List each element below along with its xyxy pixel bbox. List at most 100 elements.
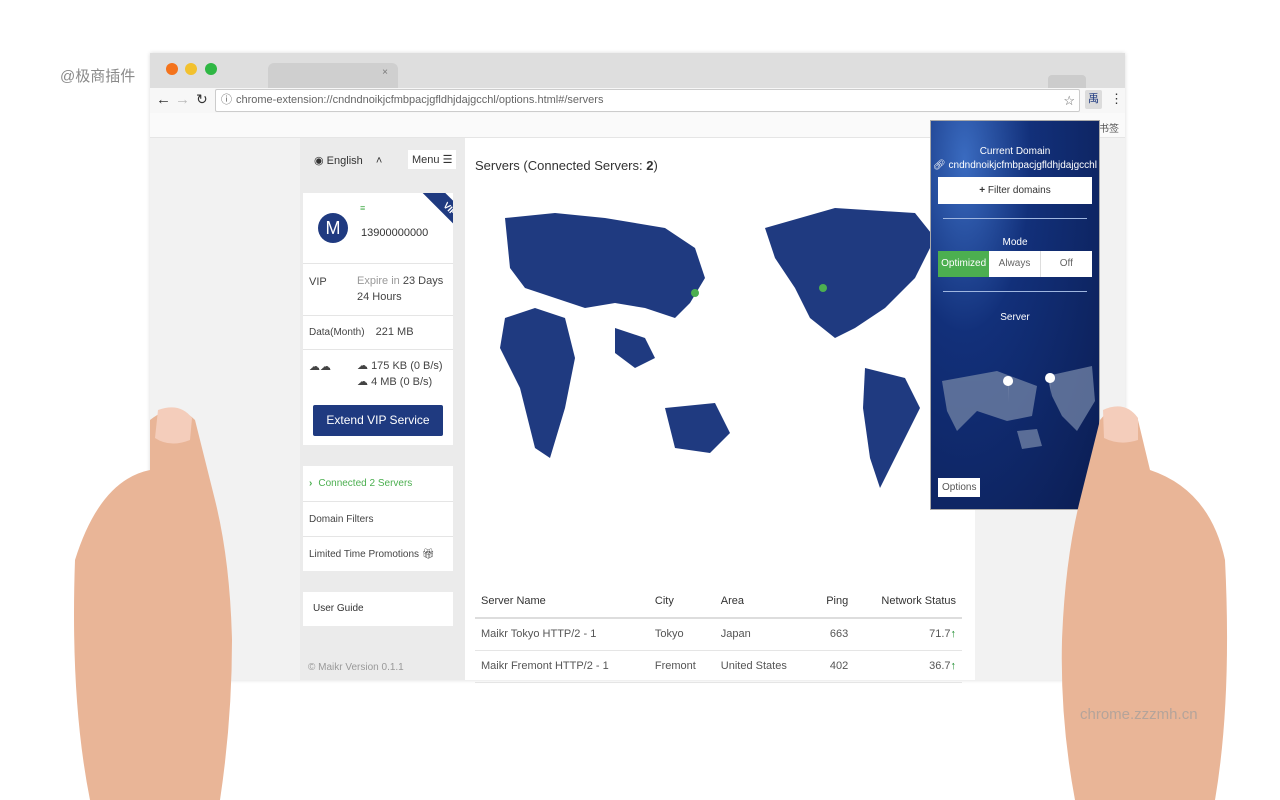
col-city[interactable]: City <box>648 584 715 619</box>
cell-ping: 663 <box>811 618 855 651</box>
tokyo-pin-icon <box>1003 376 1014 403</box>
data-label: Data(Month) <box>309 327 365 338</box>
nav-label: Domain Filters <box>309 514 374 525</box>
globe-icon: ◉ <box>314 155 324 167</box>
new-tab-area[interactable] <box>1048 75 1086 88</box>
cell-network-status: 36.7↑ <box>854 650 962 683</box>
vip-row: VIP Expire in 23 Days 24 Hours <box>303 263 453 315</box>
link-icon: 🔗︎ <box>933 160 946 171</box>
close-window-button[interactable] <box>166 63 178 75</box>
watermark-top: @极商插件 <box>60 68 136 85</box>
nav-connected-servers[interactable]: › Connected 2 Servers <box>303 466 453 501</box>
cell-server-name: Maikr Fremont HTTP/2 - 1 <box>475 650 649 683</box>
filter-label: Filter domains <box>987 185 1051 196</box>
language-label: English <box>326 155 363 167</box>
world-map <box>500 208 935 488</box>
address-bar[interactable]: ⓘ chrome-extension://cndndnoikjcfmbpacjg… <box>215 89 1080 112</box>
connected-count: 2 <box>646 158 654 173</box>
col-network-status[interactable]: Network Status <box>854 584 962 619</box>
more-menu-icon[interactable]: ⋮ <box>1110 91 1123 106</box>
chevron-right-icon: › <box>309 478 313 489</box>
nav-card: › Connected 2 Servers Domain Filters Limi… <box>303 466 453 571</box>
table-row[interactable]: Maikr Tokyo HTTP/2 - 1 Tokyo Japan 663 7… <box>475 618 962 651</box>
user-guide-link[interactable]: User Guide <box>303 592 453 626</box>
col-ping[interactable]: Ping <box>811 584 855 619</box>
language-selector[interactable]: ◉ English ˄ <box>314 155 383 167</box>
vip-label: VIP <box>309 276 327 288</box>
mode-label: Mode <box>1002 237 1028 248</box>
map-north-america <box>765 208 935 338</box>
watermark-bottom: chrome.zzzmh.cn <box>1080 706 1198 723</box>
cell-city: Tokyo <box>648 618 715 651</box>
cell-city: Fremont <box>648 650 715 683</box>
arrow-up-icon: ↑ <box>950 660 957 672</box>
minimize-window-button[interactable] <box>185 63 197 75</box>
maximize-window-button[interactable] <box>205 63 217 75</box>
traffic-row: ☁☁ ☁ 175 KB (0 B/s) ☁ 4 MB (0 B/s) <box>303 349 453 395</box>
divider <box>943 218 1087 219</box>
domain-text: cndndnoikjcfmbpacjgfldhjdajgcchl <box>948 160 1097 171</box>
extension-icon[interactable]: 禹 <box>1085 90 1102 109</box>
cell-server-name: Maikr Tokyo HTTP/2 - 1 <box>475 618 649 651</box>
status-value: 71.7 <box>929 628 951 641</box>
browser-tab[interactable]: × <box>268 63 398 88</box>
plus-icon: + <box>979 185 986 196</box>
nav-domain-filters[interactable]: Domain Filters <box>303 501 453 536</box>
current-domain-label: Current Domain <box>979 146 1051 157</box>
current-domain: 🔗︎ cndndnoikjcfmbpacjgfldhjdajgcchl <box>931 160 1099 171</box>
cell-area: United States <box>714 650 812 683</box>
main-content: Servers (Connected Servers: 2) Server Na… <box>465 138 975 683</box>
nav-promotions[interactable]: Limited Time Promotions 🎁︎ <box>303 536 453 571</box>
map-south-america <box>863 368 920 488</box>
map-asia-europe <box>505 213 705 318</box>
expire-prefix: Expire in <box>357 275 400 287</box>
menu-label: Menu <box>412 154 440 166</box>
col-area[interactable]: Area <box>714 584 812 619</box>
col-server-name[interactable]: Server Name <box>475 584 649 619</box>
data-value: 221 MB <box>375 326 414 338</box>
toolbar: ← → ↻ ⓘ chrome-extension://cndndnoikjcfm… <box>150 88 1125 113</box>
menu-button[interactable]: Menu ☰ <box>408 150 457 169</box>
signal-icon: ≡ <box>360 203 366 213</box>
mode-off[interactable]: Off <box>1040 251 1092 277</box>
gift-icon: 🎁︎ <box>421 549 435 560</box>
download-icon: ☁ <box>357 376 368 388</box>
nav-label: Limited Time Promotions <box>309 549 420 560</box>
bookmarks-label[interactable]: 书签 <box>1099 124 1119 135</box>
version-text: © Maikr Version 0.1.1 <box>308 662 404 673</box>
tokyo-marker <box>691 289 699 297</box>
server-label: Server <box>1000 312 1030 323</box>
download-value: 4 MB (0 B/s) <box>371 376 433 388</box>
account-card: M ≡ 13900000000 VIP VIP Expire in 23 Day… <box>303 193 453 445</box>
cell-ping: 402 <box>811 650 855 683</box>
map-australia <box>665 403 730 453</box>
title-suffix: ) <box>653 158 658 173</box>
data-row: Data(Month) 221 MB <box>303 315 453 349</box>
fremont-marker <box>819 284 827 292</box>
mode-always[interactable]: Always <box>989 251 1041 277</box>
expire-text: Expire in 23 Days 24 Hours <box>357 273 449 305</box>
mode-switch: Optimized Always Off <box>938 251 1092 277</box>
filter-domains-button[interactable]: + Filter domains <box>938 177 1092 204</box>
servers-table: Server Name City Area Ping Network Statu… <box>475 584 962 683</box>
title-prefix: Servers (Connected Servers: <box>475 158 647 173</box>
reload-icon[interactable]: ↻ <box>196 91 208 107</box>
upload-icon: ☁ <box>357 360 368 372</box>
map-southeast-asia <box>615 328 655 368</box>
table-header: Server Name City Area Ping Network Statu… <box>475 584 962 619</box>
mode-optimized[interactable]: Optimized <box>938 251 990 277</box>
table-row[interactable]: Maikr Fremont HTTP/2 - 1 Fremont United … <box>475 650 962 683</box>
extend-vip-button[interactable]: Extend VIP Service <box>313 405 443 436</box>
expire-value: 23 Days 24 Hours <box>357 275 444 303</box>
back-icon[interactable]: ← <box>156 91 171 108</box>
forward-icon[interactable]: → <box>175 91 190 108</box>
page-title: Servers (Connected Servers: 2) <box>475 158 658 173</box>
options-button[interactable]: Options <box>938 478 981 497</box>
divider <box>943 291 1087 292</box>
url-text: chrome-extension://cndndnoikjcfmbpacjgfl… <box>236 94 604 106</box>
tab-close-icon[interactable]: × <box>382 67 388 78</box>
star-icon[interactable]: ☆ <box>1063 93 1075 108</box>
info-icon: ⓘ <box>221 94 232 106</box>
nav-label: Connected 2 Servers <box>318 478 413 489</box>
tab-strip: × <box>150 53 1125 88</box>
